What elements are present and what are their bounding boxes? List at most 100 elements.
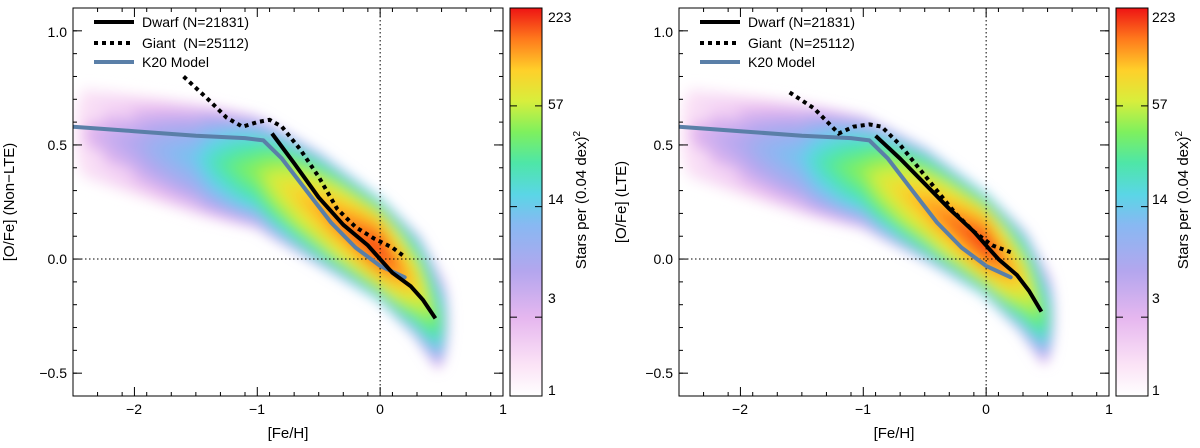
right-density-cell [814, 154, 818, 170]
left-density-cell [405, 270, 410, 285]
right-series [679, 90, 1044, 313]
left-density-cell [238, 160, 243, 177]
left-density-cell [96, 129, 101, 144]
left-density-cell [117, 134, 122, 149]
right-density-cell [947, 213, 952, 229]
right-density-cell [728, 135, 732, 150]
right-density-cell [796, 150, 801, 166]
left-density-cell [220, 156, 225, 173]
right-legend-giant-label: Giant (N=25112) [748, 35, 855, 51]
left-density-cell [152, 141, 157, 157]
left-x-tick-label: 1 [499, 401, 507, 417]
right-density-cell [783, 147, 788, 163]
left-density-cell [268, 172, 273, 188]
left-legend-dwarf-label: Dwarf (N=21831) [142, 14, 249, 30]
right-density-cell [719, 133, 724, 148]
left-density-cell [190, 150, 195, 166]
left-dwarf-line [270, 132, 438, 320]
left-density-cell [388, 253, 393, 268]
left-density-cell [306, 195, 311, 211]
left-density-cell [126, 136, 131, 151]
left-density-cell [87, 127, 92, 142]
left-colorbar-label-text: Stars per (0.04 dex) [573, 136, 590, 269]
left-colorbar-tick-label: 14 [548, 191, 564, 207]
right-density-cell [710, 131, 715, 146]
right-x-tick-label: 0 [982, 401, 990, 417]
right-y-tick-label: 0.5 [654, 137, 674, 153]
right-density-cell [839, 159, 844, 176]
right-panel: −2 −1 0 1 −0.5 0.0 0.5 1.0 [Fe/H] [O/Fe]… [613, 7, 1192, 442]
right-density-cell [938, 207, 943, 223]
right-density-cell [809, 153, 814, 169]
right-x-tick-label: −2 [732, 401, 748, 417]
left-y-tick-label: −0.5 [39, 365, 67, 381]
right-density-cell [697, 128, 702, 143]
right-density-cell [715, 132, 720, 147]
right-density-cell [1041, 310, 1046, 324]
left-legend-giant-label: Giant (N=25112) [142, 35, 249, 51]
right-colorbar-tick-label: 1 [1152, 382, 1160, 398]
right-legend: Dwarf (N=21831) Giant (N=25112) K20 Mode… [700, 14, 855, 70]
left-density-cell [263, 169, 268, 186]
right-density-cell [848, 161, 853, 178]
left-density-cell [182, 148, 187, 164]
left-colorbar-tick-label: 1 [548, 382, 556, 398]
left-density-cell [100, 130, 105, 145]
left-density-cell [177, 147, 182, 163]
right-k20-model-line [679, 124, 1013, 280]
right-density-cell [951, 216, 956, 232]
left-density-cell [122, 135, 126, 150]
left-plot-frame [72, 7, 504, 397]
left-density-cell [83, 127, 88, 140]
right-density-cell [882, 175, 887, 192]
left-density-cell [375, 241, 380, 256]
right-density-cell [788, 148, 793, 164]
right-density-cell [852, 162, 857, 179]
right-density-cell [801, 151, 806, 167]
left-density-cell [298, 190, 303, 206]
right-colorbar-ticks [1116, 7, 1148, 397]
right-density-cell [702, 129, 707, 144]
right-density-cell [900, 184, 904, 201]
left-density-cell [156, 142, 161, 158]
left-density-cell [113, 133, 118, 148]
left-legend-k20-label: K20 Model [142, 54, 209, 70]
right-colorbar: 223 57 14 3 1 Stars per (0.04 dex)2 [1115, 7, 1192, 398]
left-density-cell [251, 163, 255, 180]
right-dwarf-line [874, 134, 1044, 313]
left-density-cell [143, 140, 148, 155]
right-density-cell [689, 127, 694, 140]
left-density-cell [384, 248, 389, 264]
left-density-cell [272, 174, 277, 191]
left-density-cell [285, 182, 290, 198]
left-panel: −2 −1 0 1 −0.5 0.0 0.5 1.0 [Fe/H] [O/Fe]… [1, 7, 590, 442]
left-density-cell [203, 153, 208, 169]
right-density-cell [878, 173, 883, 190]
right-legend-dwarf-label: Dwarf (N=21831) [748, 14, 855, 30]
right-density-cell [960, 221, 965, 237]
left-density-cell [281, 179, 286, 196]
left-density-blobs [74, 86, 450, 370]
left-density-cell [294, 187, 298, 204]
right-colorbar-label-superscript: 2 [1174, 131, 1185, 137]
left-colorbar-tick-label: 223 [548, 9, 572, 25]
left-axis-ticks [72, 7, 504, 397]
left-density-cell [216, 155, 221, 172]
right-density-cell [831, 157, 836, 174]
left-density-cell [173, 146, 178, 162]
left-colorbar-label: Stars per (0.04 dex)2 [572, 131, 590, 270]
left-density-cell [147, 141, 152, 156]
right-density-cell [740, 138, 745, 153]
right-density-cell [749, 140, 754, 155]
right-density-cell [908, 189, 913, 205]
left-x-tick-label: 0 [376, 401, 384, 417]
right-density-cell [732, 136, 737, 151]
left-density-cell [242, 161, 247, 178]
right-density-cell [891, 180, 896, 196]
left-x-axis-label: [Fe/H] [268, 425, 309, 442]
right-density-cell [943, 210, 947, 226]
left-density-cell [165, 144, 169, 160]
right-density-cell [723, 134, 728, 149]
right-colorbar-tick-label: 57 [1152, 96, 1168, 112]
